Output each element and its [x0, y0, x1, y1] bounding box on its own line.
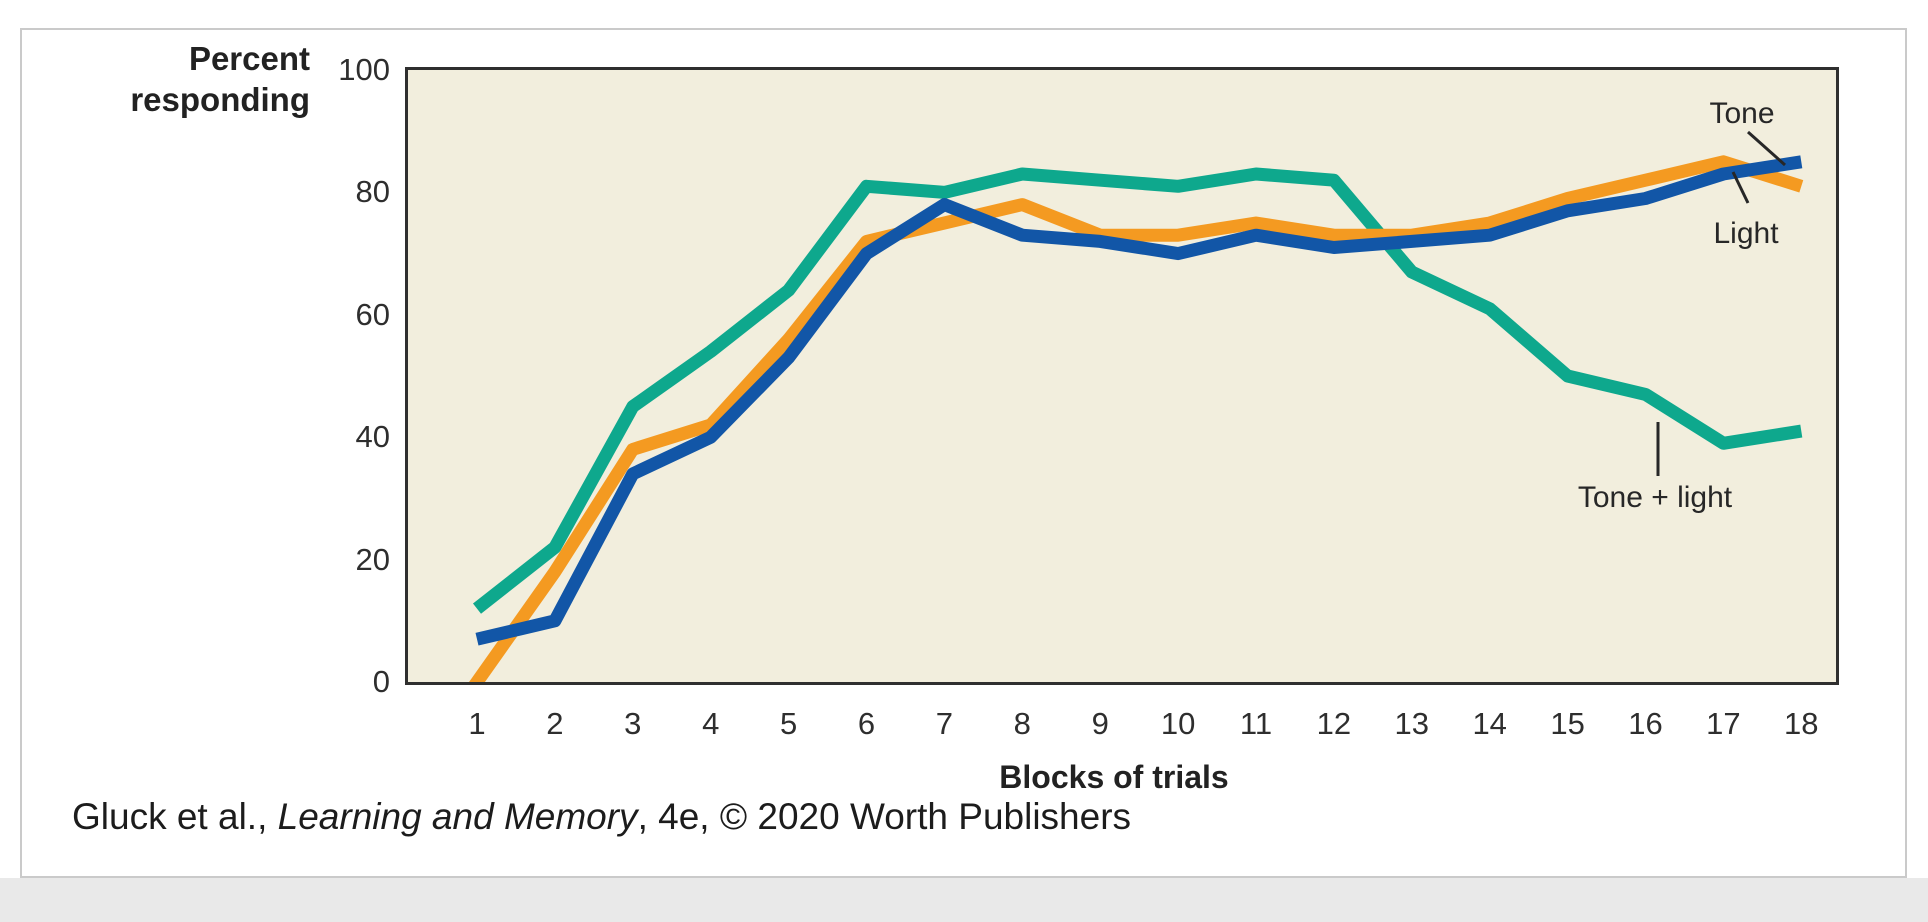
- bottom-gray-bar: [0, 878, 1928, 922]
- figure-card: Percent responding 0 20 40 60 80 100 Tone Ligh…: [20, 28, 1907, 878]
- x-tick-label-16: 16: [1628, 706, 1663, 741]
- x-tick-label-4: 4: [702, 706, 720, 741]
- x-tick-label-14: 14: [1472, 706, 1507, 741]
- y-tick-label-0: 0: [372, 664, 390, 699]
- caption-book-title: Learning and Memory: [277, 796, 638, 837]
- x-tick-label-6: 6: [857, 706, 876, 741]
- y-tick-label-40: 40: [355, 419, 390, 455]
- x-tick-label-13: 13: [1394, 706, 1430, 741]
- caption-prefix: Gluck et al.,: [72, 796, 278, 837]
- x-tick-label-10: 10: [1160, 706, 1196, 741]
- x-tick-label-1: 1: [468, 706, 486, 741]
- callout-pointer-light: [1731, 171, 1750, 204]
- y-tick-label-20: 20: [355, 541, 390, 577]
- x-axis-title: Blocks of trials: [999, 759, 1229, 795]
- y-tick-label-80: 80: [355, 174, 390, 210]
- x-tick-label-9: 9: [1091, 706, 1109, 741]
- y-tick-label-100: 100: [338, 52, 390, 87]
- x-tick-label-12: 12: [1316, 706, 1352, 741]
- series-label-tone-light: Tone + light: [1577, 481, 1733, 514]
- caption-suffix: , 4e, © 2020 Worth Publishers: [637, 796, 1132, 837]
- y-axis-title-line2: responding: [130, 81, 310, 118]
- x-tick-label-8: 8: [1013, 706, 1031, 741]
- series-label-tone: Tone: [1709, 97, 1775, 130]
- series-label-light: Light: [1713, 217, 1779, 250]
- callout-pointer-tone: [1747, 130, 1786, 167]
- x-tick-label-17: 17: [1706, 706, 1741, 741]
- x-tick-label-11: 11: [1239, 706, 1273, 741]
- y-axis-title-line1: Percent: [188, 40, 310, 77]
- x-tick-label-18: 18: [1784, 706, 1819, 741]
- y-tick-label-60: 60: [355, 296, 390, 332]
- y-axis-title: Percent responding: [70, 38, 310, 120]
- series-line-tone: [475, 155, 1803, 646]
- x-tick-label-2: 2: [546, 706, 564, 741]
- x-tick-label-5: 5: [779, 706, 798, 741]
- figure-caption: Gluck et al., Learning and Memory, 4e, ©…: [72, 796, 1131, 838]
- x-tick-label-15: 15: [1550, 706, 1585, 741]
- series-line-tone-light: [472, 167, 1803, 614]
- x-tick-label-3: 3: [624, 706, 642, 741]
- plot-area: Tone Light Tone + light: [405, 67, 1839, 685]
- line-chart-canvas: [469, 130, 1804, 682]
- x-tick-label-7: 7: [935, 706, 954, 741]
